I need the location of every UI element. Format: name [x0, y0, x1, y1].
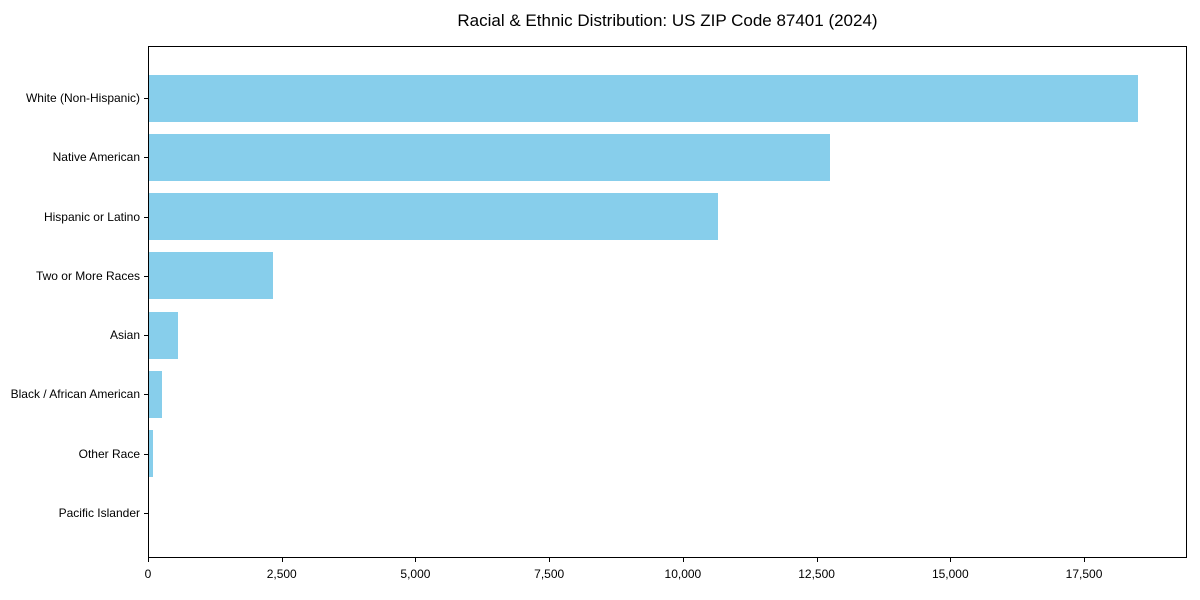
x-tick-label: 7,500 — [534, 567, 565, 581]
x-tick-mark — [682, 558, 684, 562]
y-tick-mark — [144, 216, 148, 218]
y-tick-mark — [144, 453, 148, 455]
y-tick-label: Other Race — [78, 446, 140, 461]
x-tick-label: 10,000 — [664, 567, 702, 581]
y-tick-label: Hispanic or Latino — [43, 209, 140, 224]
x-tick-mark — [148, 558, 149, 562]
y-tick-mark — [144, 512, 148, 514]
chart-title: Racial & Ethnic Distribution: US ZIP Cod… — [457, 11, 878, 30]
bar-3 — [149, 252, 274, 300]
y-tick-label: Two or More Races — [35, 268, 140, 283]
plot-area — [148, 46, 1187, 558]
x-tick-label: 2,500 — [266, 567, 297, 581]
y-tick-mark — [144, 394, 148, 396]
y-tick-label: Black / African American — [10, 387, 140, 402]
x-tick-label: 5,000 — [400, 567, 431, 581]
bar-0 — [149, 74, 1138, 122]
y-tick-mark — [144, 98, 148, 99]
y-tick-label: Native American — [52, 150, 140, 165]
x-tick-mark — [415, 558, 417, 562]
x-tick-mark — [549, 558, 551, 562]
y-tick-mark — [144, 275, 148, 277]
y-tick-label: Pacific Islander — [58, 505, 140, 520]
x-tick-mark — [1084, 558, 1086, 562]
y-tick-label: White (Non-Hispanic) — [25, 91, 140, 105]
y-tick-mark — [144, 157, 148, 159]
x-tick-mark — [281, 558, 283, 562]
x-tick-label: 17,500 — [1065, 567, 1103, 581]
bar-2 — [149, 193, 718, 240]
x-tick-label: 0 — [144, 567, 152, 581]
bar-6 — [149, 430, 153, 477]
x-tick-mark — [816, 558, 818, 562]
x-tick-mark — [950, 558, 952, 562]
y-tick-mark — [144, 335, 148, 336]
bar-1 — [149, 133, 830, 181]
x-tick-label: 12,500 — [798, 567, 835, 581]
bar-4 — [149, 311, 178, 359]
x-tick-label: 15,000 — [931, 567, 969, 581]
bar-5 — [149, 370, 162, 418]
y-tick-label: Asian — [109, 328, 140, 342]
